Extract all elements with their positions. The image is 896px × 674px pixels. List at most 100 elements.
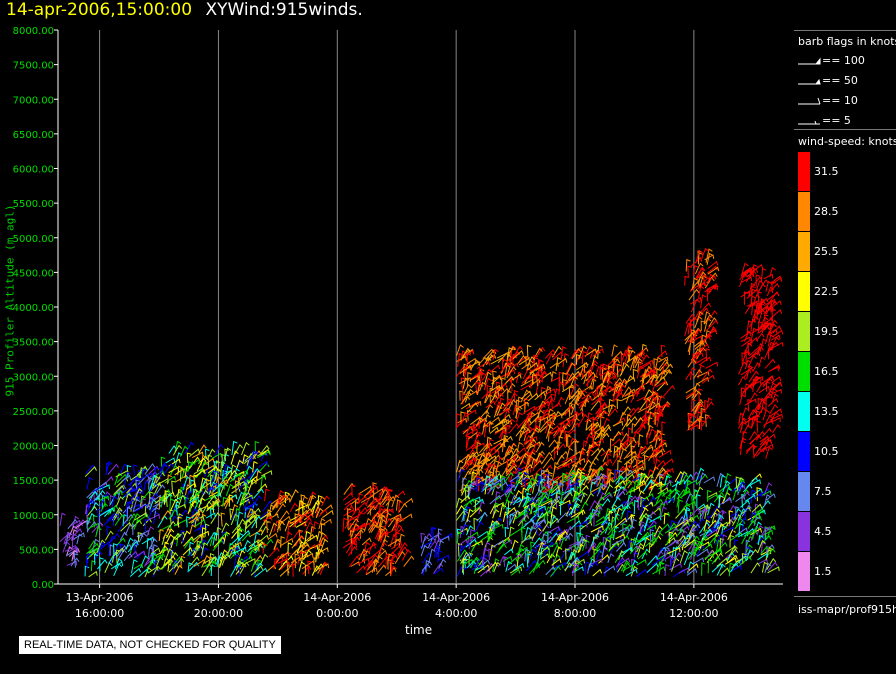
wind-barb [771,411,780,421]
wind-barb [504,526,510,538]
wind-barb [555,482,563,495]
wind-barb [592,568,603,577]
wind-barb [235,459,244,472]
wind-barb [516,411,523,423]
wind-barb [716,557,729,567]
wind-barb [201,542,209,556]
wind-barb [64,544,77,552]
wind-barb [697,271,707,283]
wind-barb [744,398,757,406]
wind-barb [721,534,728,546]
wind-barb [147,507,156,522]
wind-barb [661,488,673,497]
wind-barb [508,510,520,517]
wind-barb [688,520,698,528]
wind-barb [363,504,376,515]
wind-barb [571,417,580,431]
wind-barb [107,552,118,565]
wind-barb [317,495,323,509]
wind-barb [588,423,598,431]
wind-barb [638,420,649,432]
wind-barb [532,373,537,385]
wind-barb [358,493,363,503]
wind-barb [547,531,552,544]
wind-barb [170,498,179,512]
wind-barb [688,507,701,518]
wind-barb [91,522,104,534]
wind-barb [387,517,398,528]
wind-barb [474,499,480,512]
wind-barb [564,562,573,572]
wind-barb [587,544,597,554]
wind-barb [469,528,475,542]
wind-barb [482,451,492,465]
wind-barb [627,427,633,441]
wind-barb [582,440,588,453]
wind-barb [607,365,613,378]
wind-barb [689,514,700,522]
wind-barb [608,540,620,551]
wind-barb [577,484,589,496]
wind-barb [757,297,766,312]
wind-barb [524,548,530,562]
wind-barb [113,547,125,557]
wind-barb [189,448,201,457]
wind-barb [169,551,177,566]
wind-barb [521,487,528,501]
wind-barb [126,506,132,522]
wind-barb [692,382,701,394]
wind-barb [753,516,761,526]
wind-barb [676,495,683,508]
wind-barb [188,516,199,524]
wind-barb [683,516,695,526]
wind-barb [279,561,291,571]
wind-barb [253,488,265,499]
barb-legend-50: == 50 [822,74,858,87]
wind-barb [514,459,526,473]
wind-barb [535,441,545,453]
wind-barb [478,456,489,465]
wind-barb [528,548,537,564]
wind-barb [574,391,586,404]
wind-barb [359,522,371,530]
wind-barb [497,386,502,399]
wind-barb [689,367,696,381]
wind-barb [487,531,492,542]
wind-barb [506,382,516,394]
x-tick-label-time: 12:00:00 [669,607,718,620]
wind-barb [518,513,530,523]
wind-barb [343,502,353,511]
wind-barb [232,480,246,489]
wind-barb [476,367,484,382]
wind-barb [545,352,555,365]
wind-barb [652,472,663,485]
legend-panel: barb flags in knots == 100 == 50 == 10 =… [794,28,896,622]
wind-barb [564,429,576,439]
wind-barb [212,483,223,493]
wind-barb [591,417,599,428]
wind-barb [220,512,226,527]
wind-barb [247,510,257,518]
wind-barb [88,570,98,578]
y-tick-label: 7000.00 [13,95,54,106]
wind-barb [729,534,735,548]
wind-barb [538,499,553,508]
wind-barb [225,465,232,479]
wind-barb [621,386,632,398]
wind-barb [710,508,720,519]
wind-barb [623,352,632,365]
wind-barb [245,479,252,492]
wind-barb [601,426,612,437]
wind-barb [565,544,577,552]
wind-barb [756,420,762,433]
wind-barb [174,440,182,454]
wind-barb [114,484,127,496]
wind-barb [568,472,574,486]
wind-barb [460,402,471,410]
wind-barb [750,528,758,541]
wind-barb [536,454,545,465]
wind-barb [486,436,492,450]
wind-barb [183,496,190,508]
wind-barb [109,544,115,556]
wind-barb [196,540,202,551]
